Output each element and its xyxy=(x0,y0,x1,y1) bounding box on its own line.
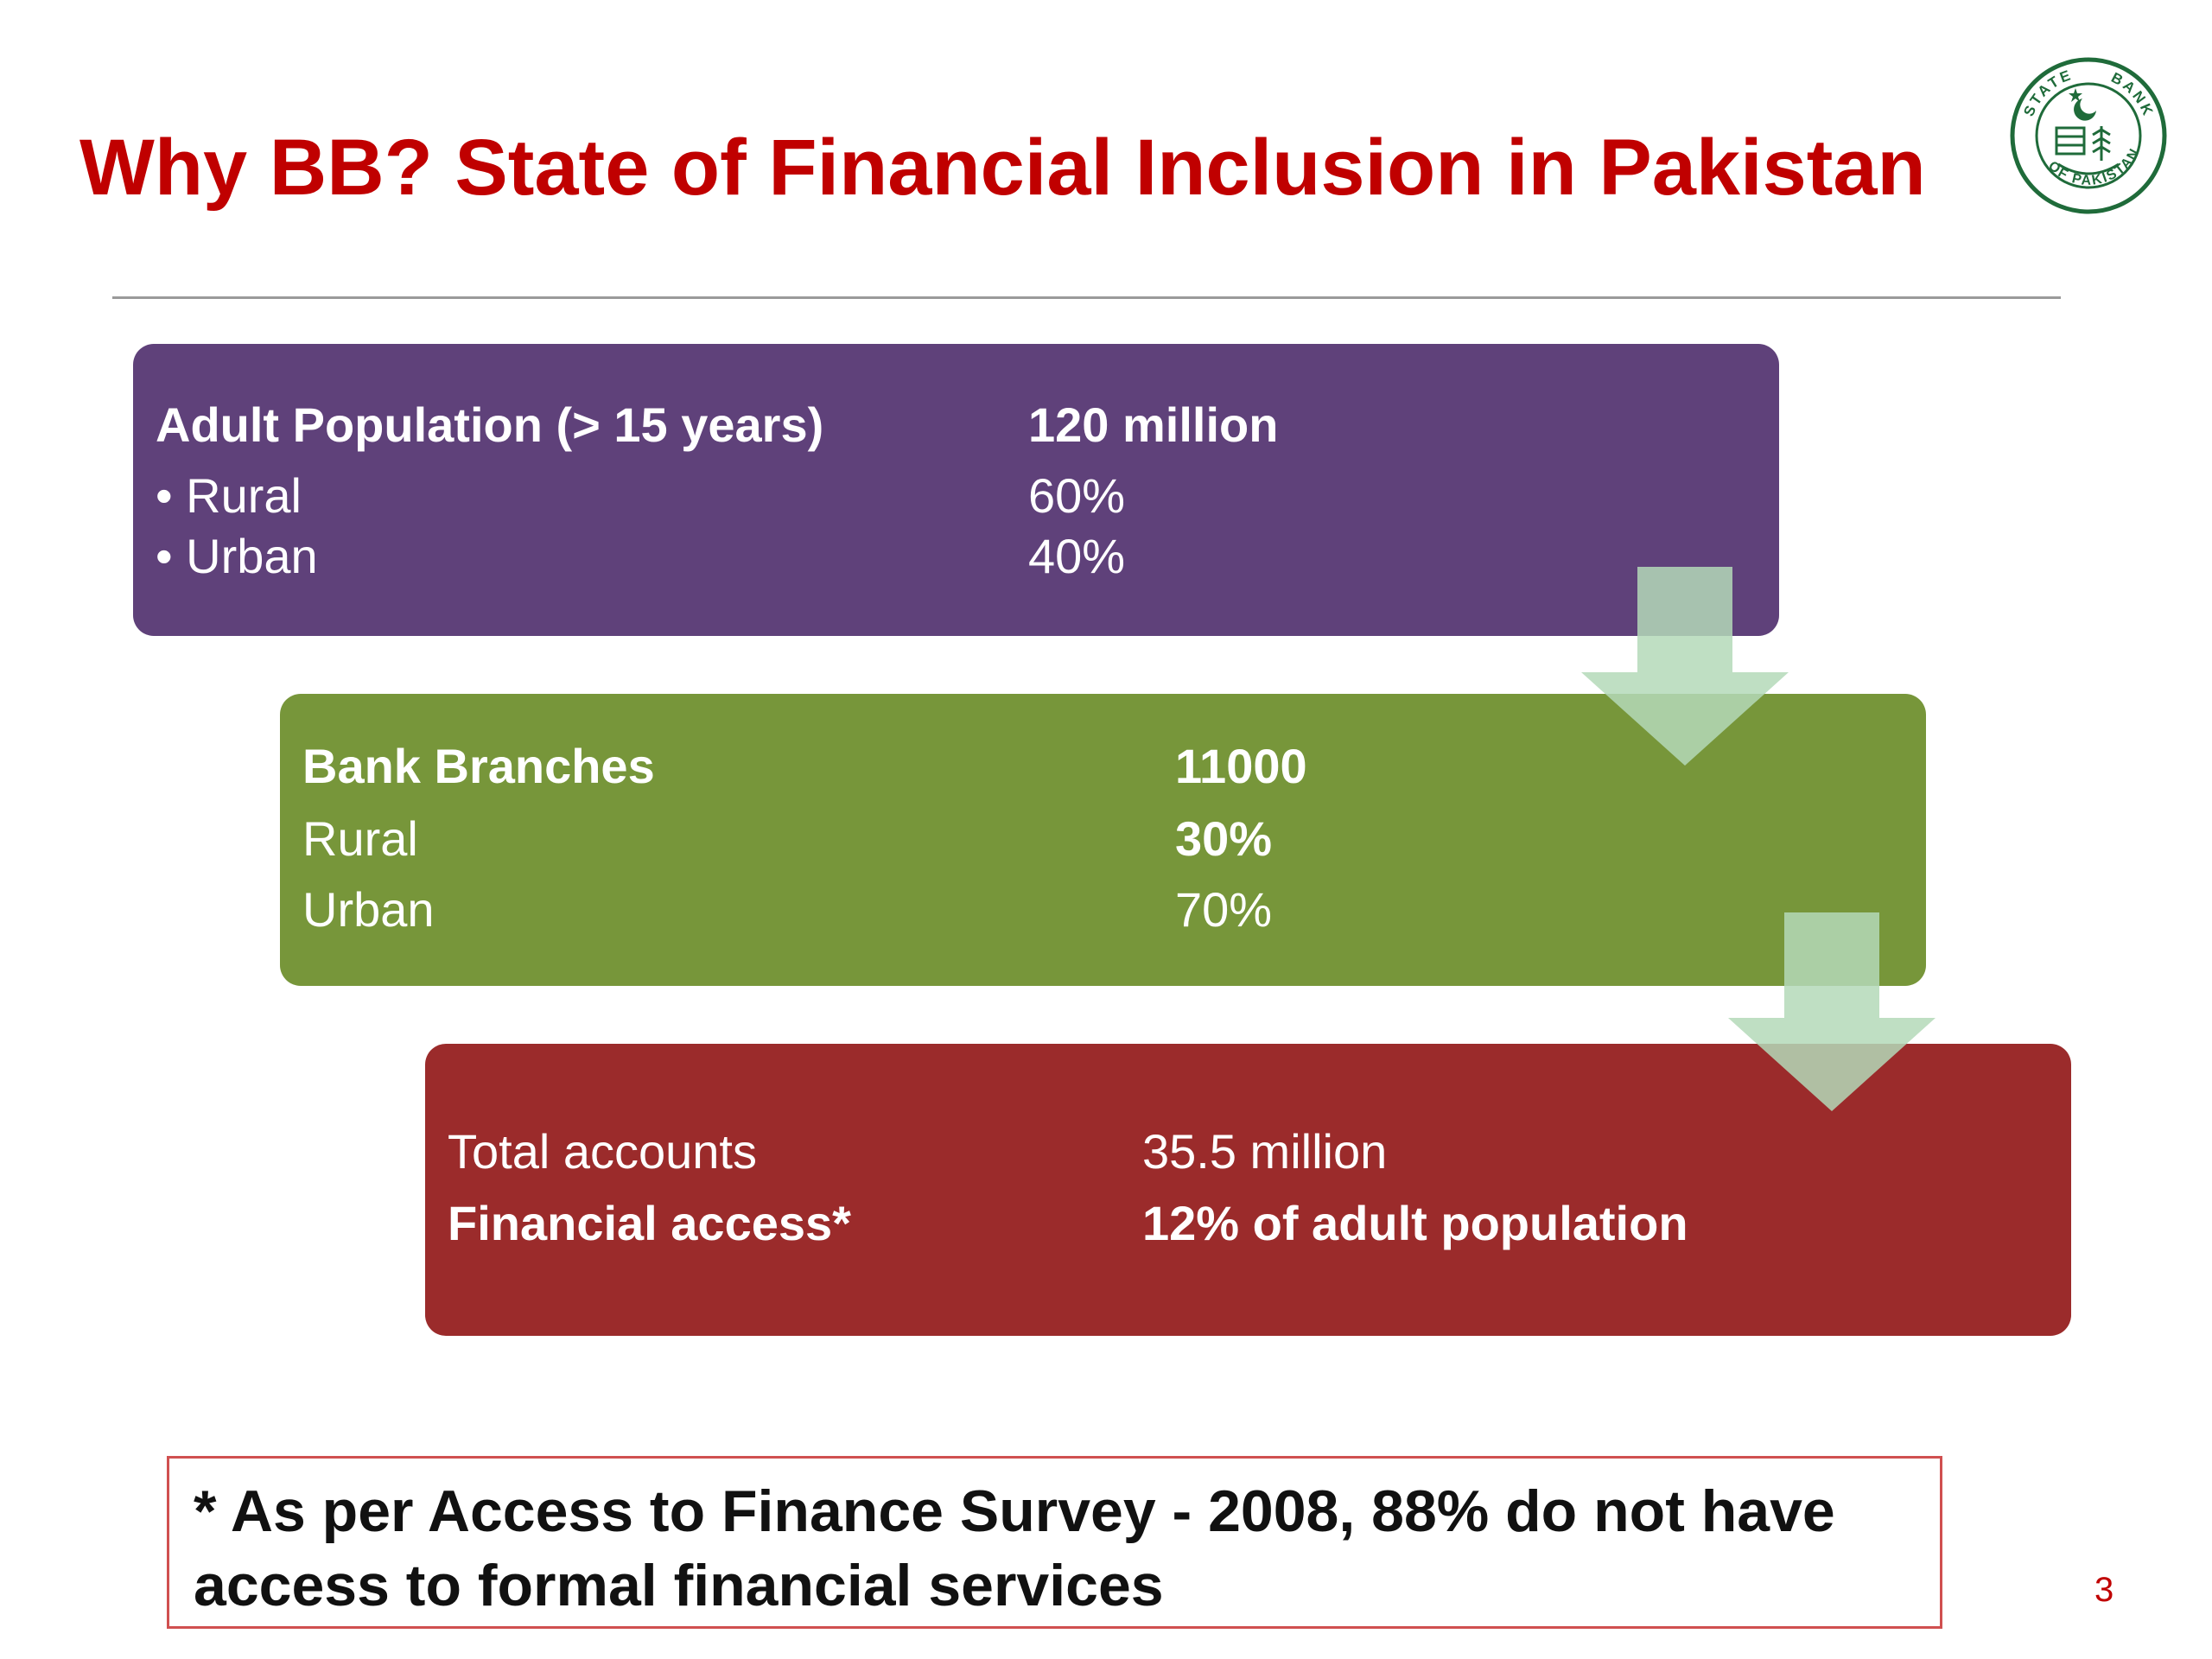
rural-value: 60% xyxy=(1028,468,1126,523)
urban-value: 40% xyxy=(1028,529,1126,583)
bank-branches-box: Bank Branches 11000 Rural 30% Urban 70% xyxy=(280,694,1926,986)
svg-text:STATE: STATE xyxy=(2020,67,2075,119)
branches-urban-label: Urban xyxy=(302,882,435,937)
total-accounts-label: Total accounts xyxy=(448,1124,757,1179)
rural-label: • Rural xyxy=(156,468,302,523)
financial-access-label: Financial access* xyxy=(448,1196,851,1250)
down-arrow-icon xyxy=(1581,567,1789,766)
urban-label: • Urban xyxy=(156,529,318,583)
financial-access-value: 12% of adult population xyxy=(1142,1196,1688,1250)
branches-urban-value: 70% xyxy=(1175,882,1273,937)
adult-population-box: Adult Population (> 15 years) 120 millio… xyxy=(133,344,1779,636)
adult-population-label: Adult Population (> 15 years) xyxy=(156,397,824,452)
branches-rural-label: Rural xyxy=(302,811,418,866)
footnote-text: * As per Access to Finance Survey - 2008… xyxy=(194,1478,1835,1618)
bank-branches-value: 11000 xyxy=(1175,739,1307,793)
footnote-box: * As per Access to Finance Survey - 2008… xyxy=(167,1456,1942,1629)
slide-title: Why BB? State of Financial Inclusion in … xyxy=(79,124,1926,212)
svg-text:BANK: BANK xyxy=(2108,69,2157,120)
state-bank-seal-icon: STATE BANK OF PAKISTAN xyxy=(2010,57,2167,214)
page-number: 3 xyxy=(2094,1571,2114,1609)
down-arrow-icon xyxy=(1728,912,1936,1111)
accounts-box: Total accounts 35.5 million Financial ac… xyxy=(425,1044,2071,1336)
adult-population-value: 120 million xyxy=(1028,397,1279,452)
total-accounts-value: 35.5 million xyxy=(1142,1124,1388,1179)
title-divider xyxy=(112,296,2061,299)
branches-rural-value: 30% xyxy=(1175,811,1273,866)
bank-branches-label: Bank Branches xyxy=(302,739,655,793)
